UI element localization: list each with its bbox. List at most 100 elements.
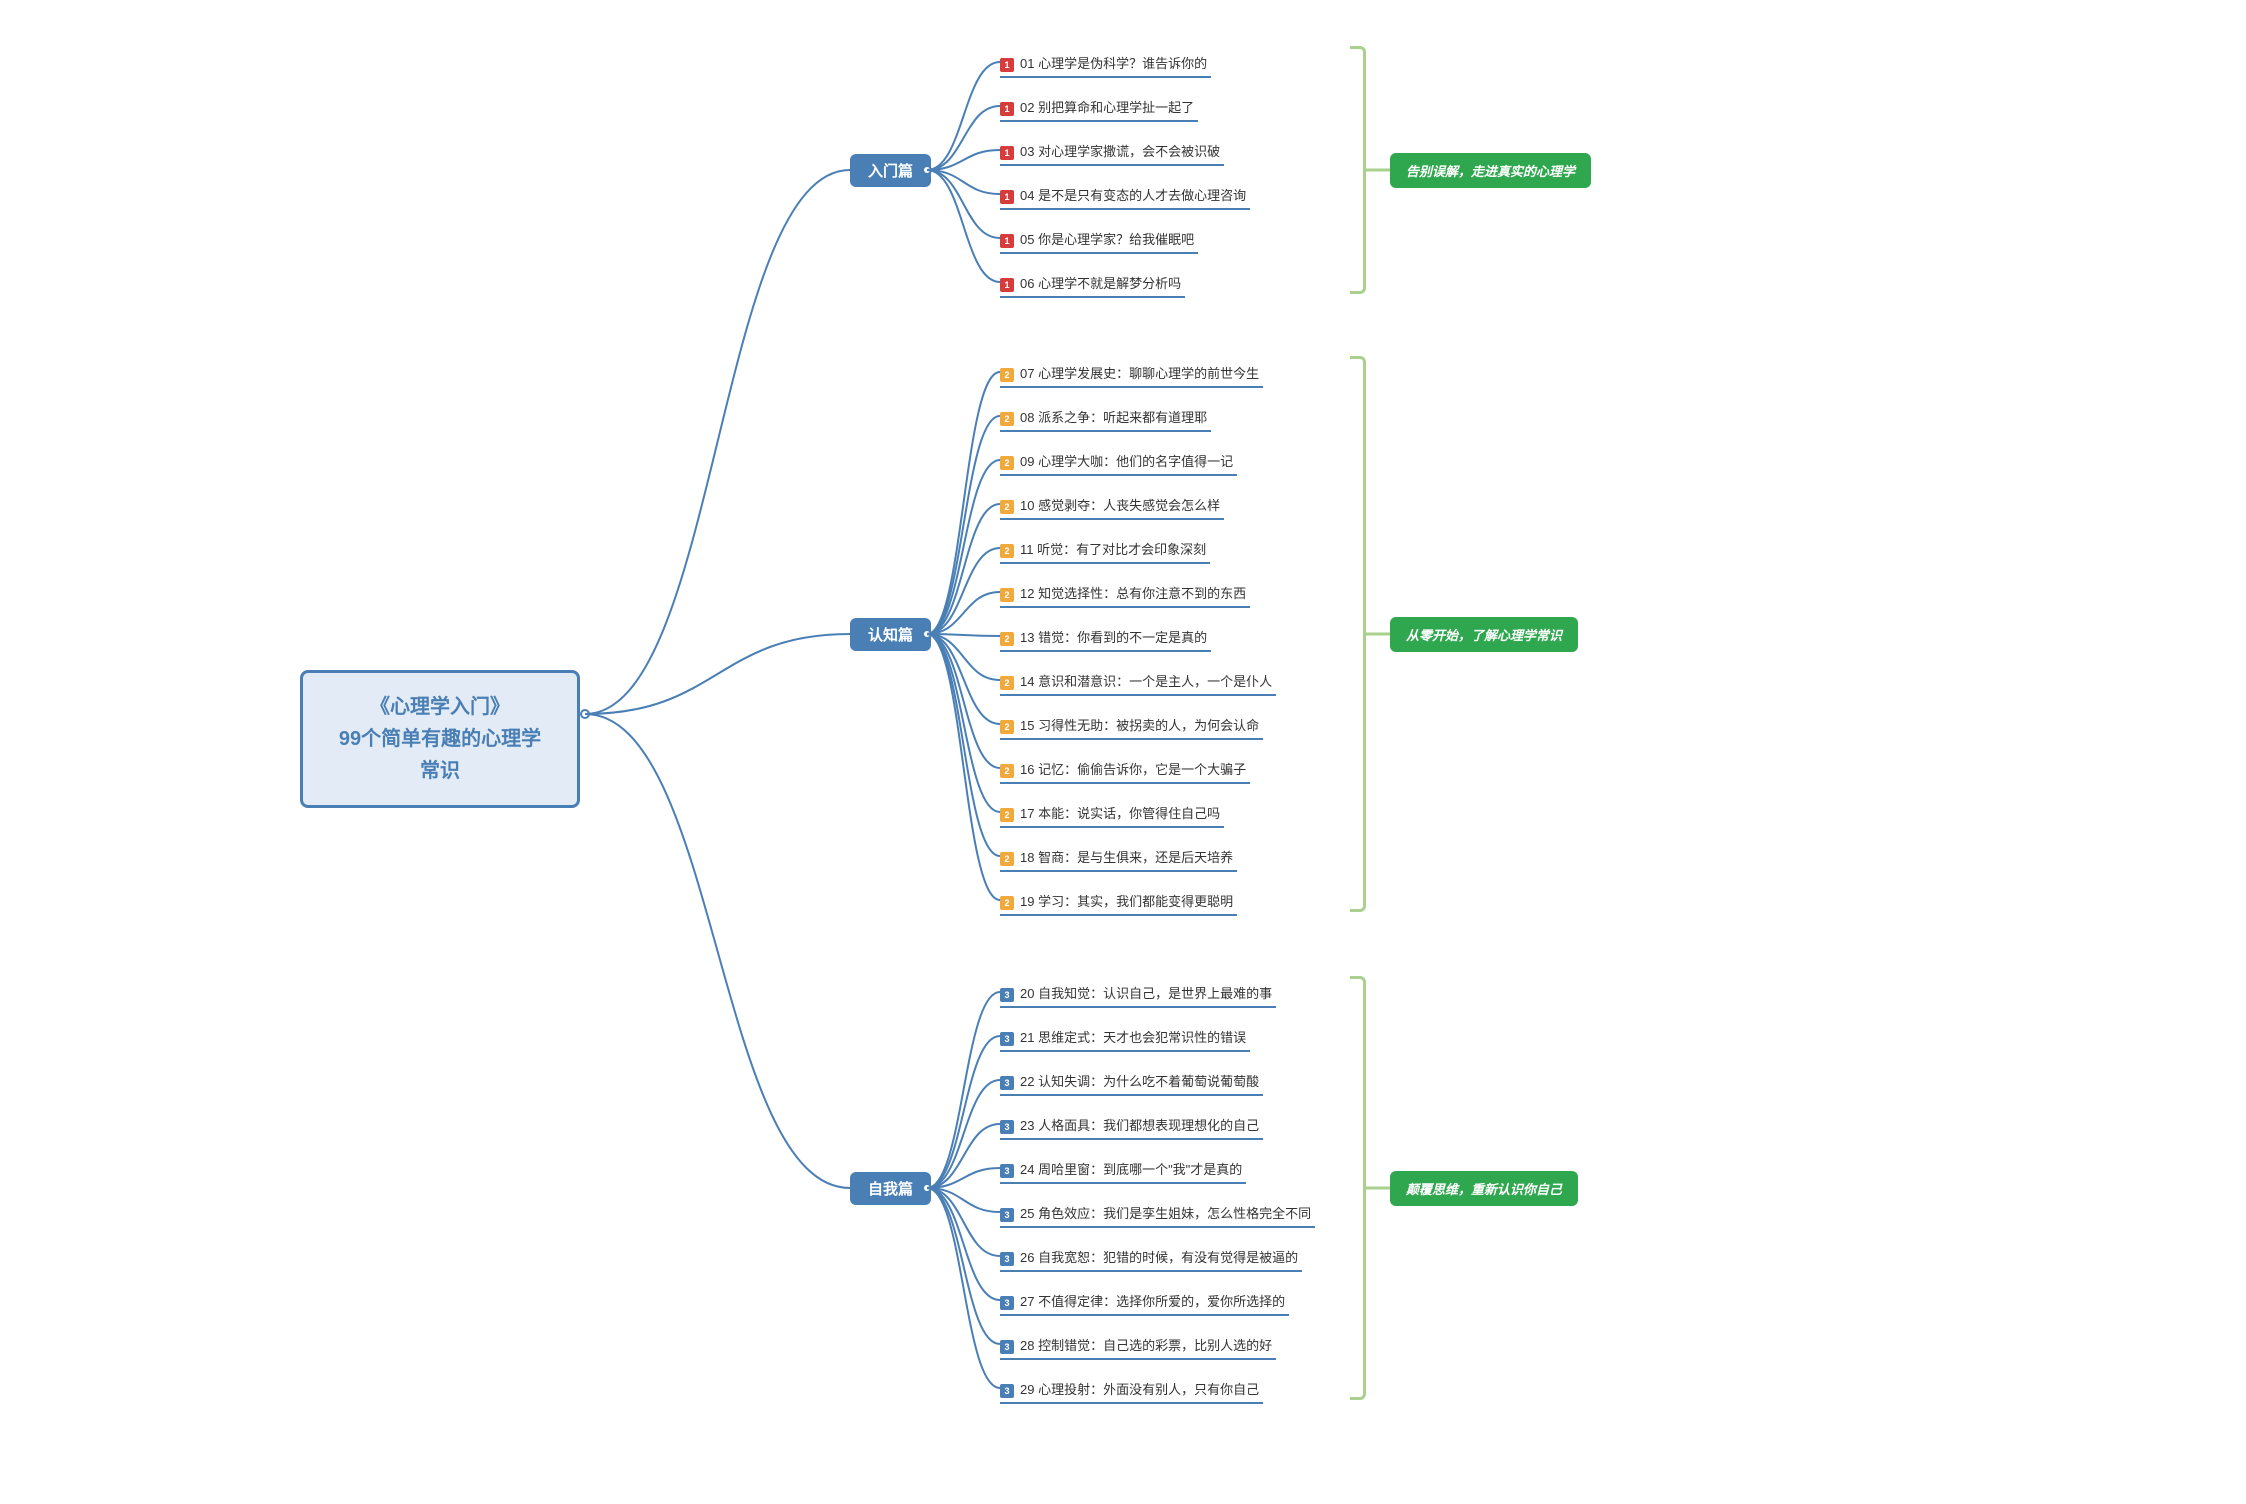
leaf-label: 20 自我知觉：认识自己，是世界上最难的事 [1020,986,1272,1001]
leaf-item: 2 17 本能：说实话，你管得住自己吗 [1000,800,1224,828]
leaf-item: 2 10 感觉剥夺：人丧失感觉会怎么样 [1000,492,1224,520]
leaf-item: 3 21 思维定式：天才也会犯常识性的错误 [1000,1024,1250,1052]
leaf-badge-icon: 2 [1000,588,1014,602]
leaf-badge-icon: 1 [1000,234,1014,248]
leaf-badge-icon: 2 [1000,852,1014,866]
leaf-item: 3 25 角色效应：我们是孪生姐妹，怎么性格完全不同 [1000,1200,1315,1228]
leaf-label: 09 心理学大咖：他们的名字值得一记 [1020,454,1233,469]
section-dot-cognition [922,629,932,639]
leaf-badge-icon: 1 [1000,102,1014,116]
leaf-item: 1 03 对心理学家撒谎，会不会被识破 [1000,138,1224,166]
leaf-label: 06 心理学不就是解梦分析吗 [1020,276,1181,291]
leaf-badge-icon: 1 [1000,146,1014,160]
leaf-badge-icon: 3 [1000,1296,1014,1310]
leaf-item: 1 04 是不是只有变态的人才去做心理咨询 [1000,182,1250,210]
leaf-label: 08 派系之争：听起来都有道理耶 [1020,410,1207,425]
leaf-label: 21 思维定式：天才也会犯常识性的错误 [1020,1030,1246,1045]
summary-node-self: 颠覆思维，重新认识你自己 [1390,1171,1578,1206]
leaf-item: 1 01 心理学是伪科学？谁告诉你的 [1000,50,1211,78]
section-node-intro: 入门篇 [850,154,931,187]
leaf-label: 10 感觉剥夺：人丧失感觉会怎么样 [1020,498,1220,513]
leaf-label: 01 心理学是伪科学？谁告诉你的 [1020,56,1207,71]
leaf-label: 04 是不是只有变态的人才去做心理咨询 [1020,188,1246,203]
leaf-item: 2 13 错觉：你看到的不一定是真的 [1000,624,1211,652]
bracket-cognition [1350,356,1366,912]
leaf-item: 3 26 自我宽恕：犯错的时候，有没有觉得是被逼的 [1000,1244,1302,1272]
leaf-item: 2 07 心理学发展史：聊聊心理学的前世今生 [1000,360,1263,388]
leaf-label: 14 意识和潜意识：一个是主人，一个是仆人 [1020,674,1272,689]
summary-node-intro: 告别误解，走进真实的心理学 [1390,153,1591,188]
leaf-badge-icon: 1 [1000,58,1014,72]
leaf-badge-icon: 3 [1000,1164,1014,1178]
leaf-badge-icon: 1 [1000,278,1014,292]
leaf-label: 13 错觉：你看到的不一定是真的 [1020,630,1207,645]
leaf-badge-icon: 2 [1000,896,1014,910]
leaf-badge-icon: 2 [1000,368,1014,382]
leaf-badge-icon: 2 [1000,456,1014,470]
leaf-badge-icon: 3 [1000,1340,1014,1354]
root-node: 《心理学入门》99个简单有趣的心理学常识 [300,670,580,808]
leaf-badge-icon: 2 [1000,764,1014,778]
summary-node-cognition: 从零开始，了解心理学常识 [1390,617,1578,652]
root-connector-dot [580,709,590,719]
leaf-badge-icon: 2 [1000,808,1014,822]
leaf-item: 2 15 习得性无助：被拐卖的人，为何会认命 [1000,712,1263,740]
leaf-item: 2 12 知觉选择性：总有你注意不到的东西 [1000,580,1250,608]
leaf-badge-icon: 3 [1000,988,1014,1002]
bracket-intro [1350,46,1366,294]
leaf-item: 1 02 别把算命和心理学扯一起了 [1000,94,1198,122]
leaf-badge-icon: 1 [1000,190,1014,204]
leaf-label: 19 学习：其实，我们都能变得更聪明 [1020,894,1233,909]
leaf-badge-icon: 2 [1000,500,1014,514]
root-title-line2: 99个简单有趣的心理学常识 [335,723,545,787]
leaf-label: 05 你是心理学家？给我催眠吧 [1020,232,1194,247]
section-node-self: 自我篇 [850,1172,931,1205]
leaf-label: 18 智商：是与生俱来，还是后天培养 [1020,850,1233,865]
leaf-item: 1 05 你是心理学家？给我催眠吧 [1000,226,1198,254]
leaf-label: 11 听觉：有了对比才会印象深刻 [1020,542,1206,557]
leaf-item: 2 08 派系之争：听起来都有道理耶 [1000,404,1211,432]
section-dot-self [922,1183,932,1193]
leaf-label: 22 认知失调：为什么吃不着葡萄说葡萄酸 [1020,1074,1259,1089]
leaf-item: 3 22 认知失调：为什么吃不着葡萄说葡萄酸 [1000,1068,1263,1096]
leaf-label: 03 对心理学家撒谎，会不会被识破 [1020,144,1220,159]
leaf-label: 25 角色效应：我们是孪生姐妹，怎么性格完全不同 [1020,1206,1311,1221]
leaf-badge-icon: 3 [1000,1032,1014,1046]
leaf-item: 1 06 心理学不就是解梦分析吗 [1000,270,1185,298]
leaf-label: 16 记忆：偷偷告诉你，它是一个大骗子 [1020,762,1246,777]
section-dot-intro [922,165,932,175]
leaf-label: 17 本能：说实话，你管得住自己吗 [1020,806,1220,821]
leaf-item: 3 23 人格面具：我们都想表现理想化的自己 [1000,1112,1263,1140]
leaf-label: 12 知觉选择性：总有你注意不到的东西 [1020,586,1246,601]
leaf-badge-icon: 2 [1000,632,1014,646]
leaf-badge-icon: 3 [1000,1384,1014,1398]
leaf-label: 15 习得性无助：被拐卖的人，为何会认命 [1020,718,1259,733]
leaf-label: 29 心理投射：外面没有别人，只有你自己 [1020,1382,1259,1397]
leaf-item: 3 28 控制错觉：自己选的彩票，比别人选的好 [1000,1332,1276,1360]
leaf-label: 07 心理学发展史：聊聊心理学的前世今生 [1020,366,1259,381]
leaf-badge-icon: 3 [1000,1076,1014,1090]
leaf-badge-icon: 2 [1000,720,1014,734]
leaf-item: 3 20 自我知觉：认识自己，是世界上最难的事 [1000,980,1276,1008]
leaf-badge-icon: 3 [1000,1120,1014,1134]
root-title-line1: 《心理学入门》 [335,691,545,723]
leaf-label: 23 人格面具：我们都想表现理想化的自己 [1020,1118,1259,1133]
leaf-badge-icon: 3 [1000,1252,1014,1266]
leaf-badge-icon: 3 [1000,1208,1014,1222]
leaf-item: 2 09 心理学大咖：他们的名字值得一记 [1000,448,1237,476]
leaf-item: 3 29 心理投射：外面没有别人，只有你自己 [1000,1376,1263,1404]
leaf-item: 324 周哈里窗：到底哪一个"我"才是真的 [1000,1156,1246,1184]
leaf-badge-icon: 2 [1000,412,1014,426]
leaf-label: 28 控制错觉：自己选的彩票，比别人选的好 [1020,1338,1272,1353]
leaf-item: 211 听觉：有了对比才会印象深刻 [1000,536,1210,564]
leaf-label: 27 不值得定律：选择你所爱的，爱你所选择的 [1020,1294,1285,1309]
leaf-item: 2 18 智商：是与生俱来，还是后天培养 [1000,844,1237,872]
leaf-item: 3 27 不值得定律：选择你所爱的，爱你所选择的 [1000,1288,1289,1316]
bracket-self [1350,976,1366,1400]
section-node-cognition: 认知篇 [850,618,931,651]
leaf-item: 2 19 学习：其实，我们都能变得更聪明 [1000,888,1237,916]
leaf-badge-icon: 2 [1000,676,1014,690]
leaf-label: 26 自我宽恕：犯错的时候，有没有觉得是被逼的 [1020,1250,1298,1265]
leaf-item: 2 16 记忆：偷偷告诉你，它是一个大骗子 [1000,756,1250,784]
leaf-label: 02 别把算命和心理学扯一起了 [1020,100,1194,115]
